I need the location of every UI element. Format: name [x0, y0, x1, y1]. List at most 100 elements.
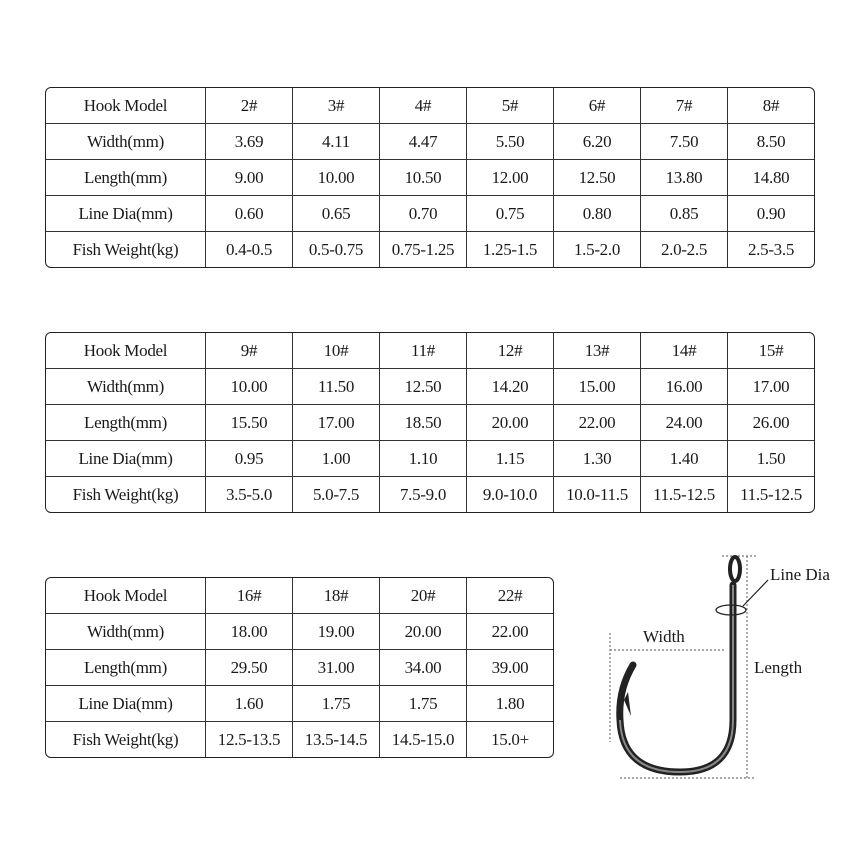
row-label: Line Dia(mm) [46, 685, 206, 722]
table-row: Hook Model 2# 3# 4# 5# 6# 7# 8# [46, 88, 814, 124]
table-cell: 10.00 [205, 368, 293, 405]
table-cell: 0.4-0.5 [205, 231, 293, 267]
table-cell: 1.10 [379, 440, 467, 477]
table-cell: 1.80 [466, 685, 553, 722]
table-cell: 14.5-15.0 [379, 721, 467, 757]
table-cell: 1.25-1.5 [466, 231, 554, 267]
spec-table-2: Hook Model 9# 10# 11# 12# 13# 14# 15# Width(mm) 1… [45, 332, 815, 513]
table-cell: 22.00 [466, 613, 553, 650]
row-label: Hook Model [46, 88, 206, 124]
table-cell: 16.00 [640, 368, 728, 405]
table-cell: 3.69 [205, 123, 293, 160]
table-cell: 39.00 [466, 649, 553, 686]
table-cell: 5.0-7.5 [292, 476, 380, 512]
table-cell: 12# [466, 333, 554, 369]
hook-icon [616, 555, 742, 776]
dimension-lines [609, 555, 756, 779]
table-row: Line Dia(mm) 0.95 1.00 1.10 1.15 1.30 1.40 1.50 [46, 440, 814, 477]
row-label: Length(mm) [46, 649, 206, 686]
table-cell: 11.5-12.5 [727, 476, 814, 512]
table-cell: 17.00 [292, 404, 380, 441]
table-cell: 2.5-3.5 [727, 231, 814, 267]
table-cell: 5# [466, 88, 554, 124]
table-cell: 0.85 [640, 195, 728, 232]
table-cell: 1.15 [466, 440, 554, 477]
table-cell: 17.00 [727, 368, 814, 405]
table-cell: 2# [205, 88, 293, 124]
table-cell: 7.50 [640, 123, 728, 160]
row-label: Length(mm) [46, 159, 206, 196]
table-row: Width(mm) 18.00 19.00 20.00 22.00 [46, 613, 553, 650]
row-label: Width(mm) [46, 368, 206, 405]
table-cell: 1.75 [379, 685, 467, 722]
table-cell: 10# [292, 333, 380, 369]
line-dia-pointer [742, 579, 769, 607]
table-cell: 0.95 [205, 440, 293, 477]
line-dia-ring [715, 604, 747, 616]
table-cell: 15.00 [553, 368, 641, 405]
table-cell: 0.60 [205, 195, 293, 232]
table-cell: 1.00 [292, 440, 380, 477]
table-cell: 4.11 [292, 123, 380, 160]
width-label: Width [643, 627, 685, 646]
table-cell: 12.50 [379, 368, 467, 405]
table-cell: 5.50 [466, 123, 554, 160]
row-label: Fish Weight(kg) [46, 721, 206, 757]
spec-table-1: Hook Model 2# 3# 4# 5# 6# 7# 8# Width(mm) 3.69 4.1… [45, 87, 815, 268]
table-cell: 26.00 [727, 404, 814, 441]
table-row: Width(mm) 10.00 11.50 12.50 14.20 15.00 16.00 1… [46, 368, 814, 405]
table-cell: 9.0-10.0 [466, 476, 554, 512]
table-row: Hook Model 9# 10# 11# 12# 13# 14# 15# [46, 333, 814, 369]
table-cell: 4.47 [379, 123, 467, 160]
table-cell: 20# [379, 578, 467, 614]
table-cell: 0.75 [466, 195, 554, 232]
table-cell: 9# [205, 333, 293, 369]
table-cell: 1.5-2.0 [553, 231, 641, 267]
row-label: Fish Weight(kg) [46, 476, 206, 512]
table-cell: 29.50 [205, 649, 293, 686]
table-cell: 18.00 [205, 613, 293, 650]
table-row: Fish Weight(kg) 12.5-13.5 13.5-14.5 14.5-15… [46, 721, 553, 757]
table-cell: 11# [379, 333, 467, 369]
table-cell: 13.5-14.5 [292, 721, 380, 757]
table-row: Length(mm) 9.00 10.00 10.50 12.00 12.50 13.80 1… [46, 159, 814, 196]
line-dia-label: Line Dia [770, 565, 830, 584]
table-cell: 4# [379, 88, 467, 124]
table-cell: 22.00 [553, 404, 641, 441]
table-row: Fish Weight(kg) 3.5-5.0 5.0-7.5 7.5-9.0 9.0-… [46, 476, 814, 512]
table-cell: 13.80 [640, 159, 728, 196]
table-cell: 7# [640, 88, 728, 124]
table-cell: 15.50 [205, 404, 293, 441]
spec-table-3: Hook Model 16# 18# 20# 22# Width(mm) 18.00 19.0… [45, 577, 554, 758]
table-cell: 22# [466, 578, 553, 614]
table-cell: 20.00 [379, 613, 467, 650]
row-label: Hook Model [46, 333, 206, 369]
row-label: Fish Weight(kg) [46, 231, 206, 267]
table-cell: 9.00 [205, 159, 293, 196]
table-cell: 12.50 [553, 159, 641, 196]
table-cell: 0.90 [727, 195, 814, 232]
table-cell: 14.80 [727, 159, 814, 196]
table-cell: 3.5-5.0 [205, 476, 293, 512]
table-cell: 6.20 [553, 123, 641, 160]
table-cell: 0.65 [292, 195, 380, 232]
table-cell: 11.5-12.5 [640, 476, 728, 512]
table-cell: 1.50 [727, 440, 814, 477]
table-cell: 3# [292, 88, 380, 124]
table-cell: 18.50 [379, 404, 467, 441]
table-cell: 15# [727, 333, 814, 369]
table-cell: 10.50 [379, 159, 467, 196]
table-cell: 1.60 [205, 685, 293, 722]
table-cell: 2.0-2.5 [640, 231, 728, 267]
table-row: Width(mm) 3.69 4.11 4.47 5.50 6.20 7.50 8.50 [46, 123, 814, 160]
table-cell: 24.00 [640, 404, 728, 441]
table-row: Hook Model 16# 18# 20# 22# [46, 578, 553, 614]
table-row: Line Dia(mm) 1.60 1.75 1.75 1.80 [46, 685, 553, 722]
table-cell: 20.00 [466, 404, 554, 441]
row-label: Hook Model [46, 578, 206, 614]
table-row: Length(mm) 15.50 17.00 18.50 20.00 22.00 24.00… [46, 404, 814, 441]
table-cell: 11.50 [292, 368, 380, 405]
table-cell: 0.70 [379, 195, 467, 232]
table-cell: 6# [553, 88, 641, 124]
table-cell: 13# [553, 333, 641, 369]
